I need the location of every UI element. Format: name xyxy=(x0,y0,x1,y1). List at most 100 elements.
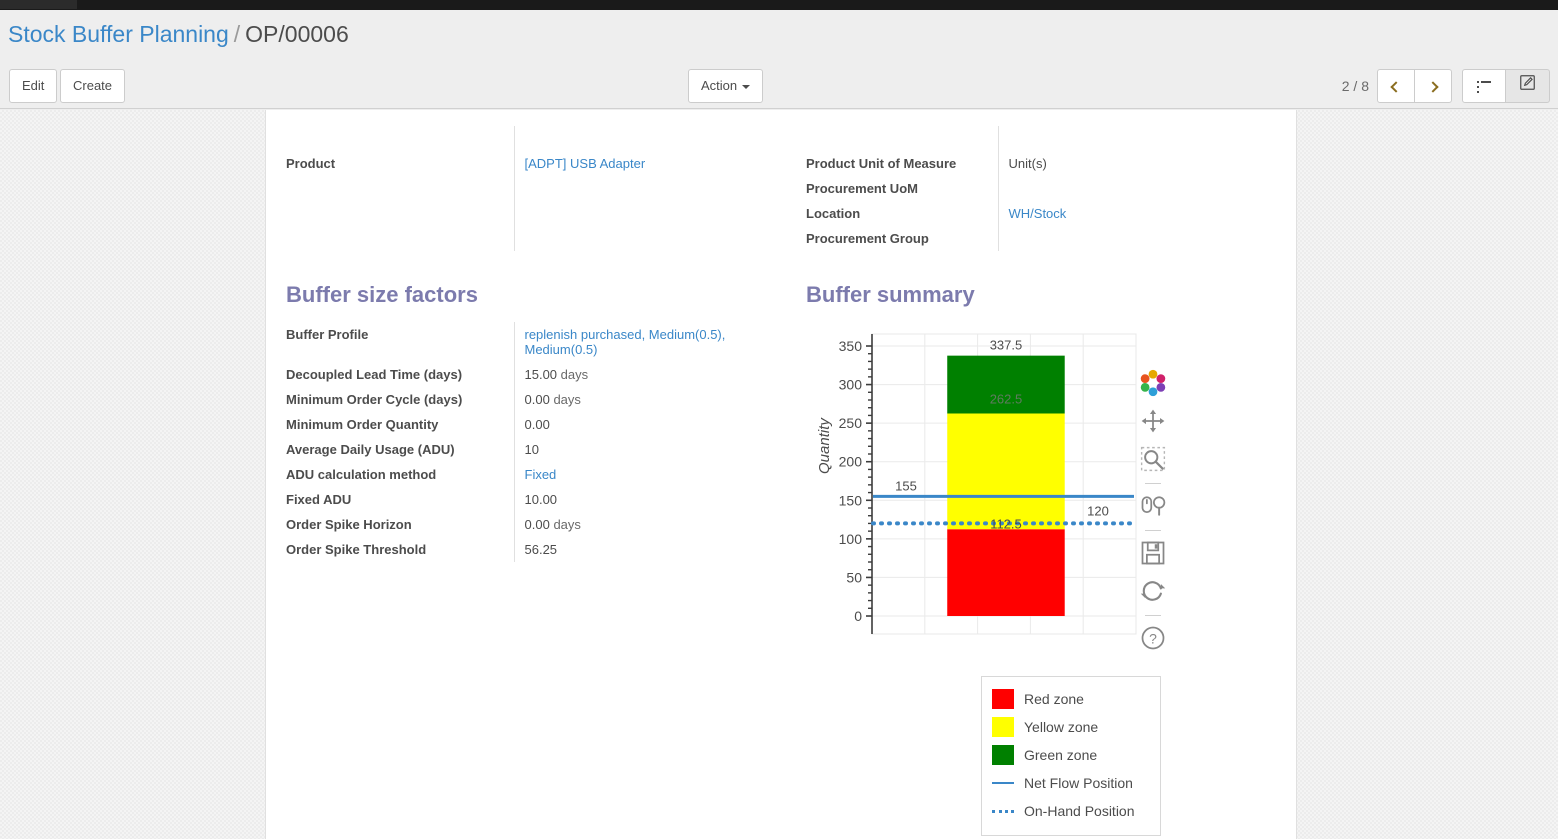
svg-text:262.5: 262.5 xyxy=(990,392,1023,407)
right-field-table: Product Unit of Measure Unit(s) Procurem… xyxy=(806,126,1067,251)
reset-icon[interactable] xyxy=(1139,577,1167,605)
legend-line-on-hand-position xyxy=(992,801,1014,821)
pager-next-button[interactable] xyxy=(1414,69,1452,103)
chart-y-ticks xyxy=(866,345,872,617)
action-dropdown-label: Action xyxy=(701,78,738,93)
value-order-spike-threshold: 56.25 xyxy=(513,537,774,562)
value-decoupled-lead-time-cell: 15.00 days xyxy=(513,362,774,387)
pager-counter: 2 / 8 xyxy=(1341,78,1369,94)
field-row-product-uom: Product Unit of Measure Unit(s) xyxy=(806,151,1067,176)
field-group-left: Product [ADPT] USB Adapter xyxy=(286,126,786,251)
legend-item-on-hand-position[interactable]: On-Hand Position xyxy=(992,797,1150,825)
value-minimum-order-quantity: 0.00 xyxy=(513,412,774,437)
wheel-zoom-icon[interactable] xyxy=(1139,492,1167,520)
action-dropdown-button[interactable]: Action xyxy=(688,69,764,103)
field-row-spacer-2 xyxy=(286,201,646,226)
legend-swatch-green-zone xyxy=(992,745,1014,765)
svg-text:100: 100 xyxy=(839,531,863,547)
legend-label-green-zone: Green zone xyxy=(1024,747,1098,763)
bokeh-logo-icon[interactable] xyxy=(1139,369,1167,397)
value-minimum-order-cycle: 0.00 xyxy=(524,392,550,407)
pager-and-view-switcher: 2 / 8 xyxy=(1342,69,1550,103)
chart-legend: Red zone Yellow zone Green zone Net Flow… xyxy=(981,676,1161,836)
left-field-table: Product [ADPT] USB Adapter xyxy=(286,126,646,251)
pager-buttons xyxy=(1377,69,1452,103)
field-value-procurement-group xyxy=(997,226,1067,251)
svg-text:112.5: 112.5 xyxy=(990,516,1022,531)
field-value-location-link[interactable]: WH/Stock xyxy=(1008,206,1067,221)
field-label-spacer-3 xyxy=(286,226,514,251)
unit-minimum-order-cycle: days xyxy=(553,392,581,407)
row-minimum-order-quantity: Minimum Order Quantity 0.00 xyxy=(286,412,774,437)
form-view-button[interactable] xyxy=(1505,69,1550,103)
buffer-summary-chart[interactable]: Quantity 0 50 100 150 200 250 300 350 337.5 26 xyxy=(806,324,1206,836)
value-adu-calculation-method-cell: Fixed xyxy=(513,462,774,487)
legend-label-red-zone: Red zone xyxy=(1024,691,1084,707)
value-order-spike-horizon-cell: 0.00 days xyxy=(513,512,774,537)
field-group-right: Product Unit of Measure Unit(s) Procurem… xyxy=(806,126,1276,251)
svg-text:155: 155 xyxy=(895,478,917,493)
chart-plot-svg[interactable]: 0 50 100 150 200 250 300 350 337.5 262.5 112.5 155… xyxy=(806,324,1156,664)
chart-bar-segment-0 xyxy=(947,529,1065,616)
chart-bar-segment-1 xyxy=(947,413,1065,530)
breadcrumb-root-link[interactable]: Stock Buffer Planning xyxy=(8,21,229,47)
legend-item-yellow-zone[interactable]: Yellow zone xyxy=(992,713,1150,741)
control-panel: Edit Create Action 2 / 8 xyxy=(0,64,1558,109)
label-minimum-order-quantity: Minimum Order Quantity xyxy=(286,417,439,432)
buffer-size-factors-section: Buffer size factors Buffer Profile reple… xyxy=(286,282,786,562)
chart-y-minor-ticks xyxy=(868,353,872,609)
field-label-procurement-group: Procurement Group xyxy=(806,231,929,246)
create-button[interactable]: Create xyxy=(60,69,126,103)
field-value-product-link[interactable]: [ADPT] USB Adapter xyxy=(524,156,646,171)
field-row-procurement-uom: Procurement UoM xyxy=(806,176,1067,201)
edit-button[interactable]: Edit xyxy=(9,69,58,103)
pencil-square-icon xyxy=(1520,75,1535,90)
legend-label-net-flow-position: Net Flow Position xyxy=(1024,775,1133,791)
field-value-location-cell: WH/Stock xyxy=(997,201,1067,226)
value-buffer-profile-link[interactable]: replenish purchased, Medium(0.5), Medium… xyxy=(524,327,726,357)
field-value-spacer-1 xyxy=(513,176,646,201)
field-label-procurement-uom: Procurement UoM xyxy=(806,181,918,196)
cut-off-row-right xyxy=(806,126,1067,151)
list-icon xyxy=(1477,80,1491,93)
value-adu-calculation-method-link[interactable]: Fixed xyxy=(524,467,557,482)
row-average-daily-usage: Average Daily Usage (ADU) 10 xyxy=(286,437,774,462)
chart-position-lines xyxy=(871,494,1136,526)
label-decoupled-lead-time: Decoupled Lead Time (days) xyxy=(286,367,463,382)
list-view-button[interactable] xyxy=(1462,69,1506,103)
chart-annotations: 337.5 262.5 112.5 155 120 xyxy=(895,338,1109,532)
chart-stacked-bars[interactable] xyxy=(947,355,1065,616)
field-value-spacer-2 xyxy=(513,201,646,226)
row-adu-calculation-method: ADU calculation method Fixed xyxy=(286,462,774,487)
svg-text:120: 120 xyxy=(1087,503,1109,518)
pager-previous-button[interactable] xyxy=(1377,69,1415,103)
view-switcher xyxy=(1462,69,1550,103)
toolbar-divider-1 xyxy=(1145,483,1161,484)
legend-item-net-flow-position[interactable]: Net Flow Position xyxy=(992,769,1150,797)
toolbar-divider-3 xyxy=(1145,615,1161,616)
field-label-location: Location xyxy=(806,206,861,221)
help-icon[interactable]: ? xyxy=(1139,624,1167,652)
value-order-spike-horizon: 0.00 xyxy=(524,517,550,532)
legend-item-green-zone[interactable]: Green zone xyxy=(992,741,1150,769)
value-average-daily-usage: 10 xyxy=(513,437,774,462)
field-value-product-cell: [ADPT] USB Adapter xyxy=(513,151,646,176)
save-icon[interactable] xyxy=(1139,539,1167,567)
row-order-spike-threshold: Order Spike Threshold 56.25 xyxy=(286,537,774,562)
legend-item-red-zone[interactable]: Red zone xyxy=(992,685,1150,713)
pan-icon[interactable] xyxy=(1139,407,1167,435)
breadcrumb-separator: / xyxy=(233,21,241,47)
legend-swatch-red-zone xyxy=(992,689,1014,709)
field-row-spacer-1 xyxy=(286,176,646,201)
chevron-down-icon xyxy=(742,84,751,89)
field-value-procurement-uom xyxy=(997,176,1067,201)
field-value-product-uom: Unit(s) xyxy=(997,151,1067,176)
field-value-spacer-3 xyxy=(513,226,646,251)
label-buffer-profile: Buffer Profile xyxy=(286,327,369,342)
navbar-menu-region[interactable] xyxy=(0,0,77,9)
box-zoom-icon[interactable] xyxy=(1139,445,1167,473)
label-fixed-adu: Fixed ADU xyxy=(286,492,352,507)
value-fixed-adu: 10.00 xyxy=(513,487,774,512)
cut-off-row-left xyxy=(286,126,646,151)
label-average-daily-usage: Average Daily Usage (ADU) xyxy=(286,442,455,457)
